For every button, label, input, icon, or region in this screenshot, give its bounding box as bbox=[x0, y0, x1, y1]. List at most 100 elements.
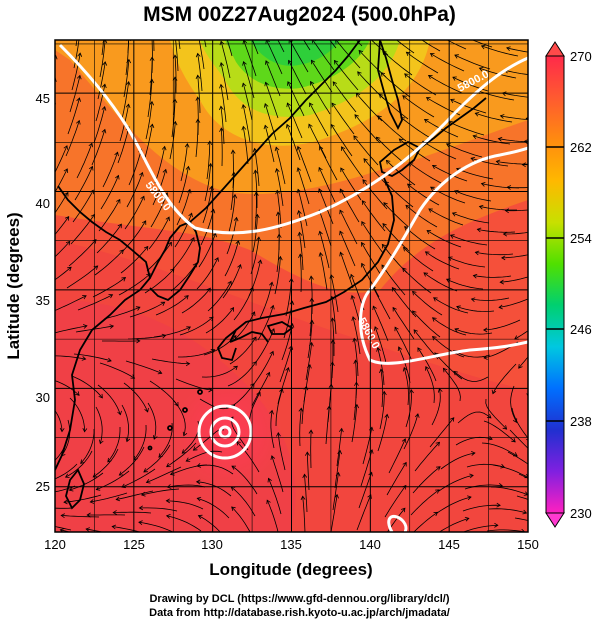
streamline-arrow bbox=[32, 452, 36, 456]
streamline-arrow bbox=[525, 117, 528, 121]
streamline bbox=[425, 251, 460, 270]
streamline-arrow bbox=[102, 61, 108, 66]
streamline bbox=[309, 298, 313, 337]
streamline-arrow bbox=[478, 204, 484, 210]
streamline-arrow bbox=[332, 81, 337, 86]
streamline bbox=[504, 69, 528, 75]
streamline bbox=[454, 190, 492, 202]
streamline bbox=[361, 242, 382, 276]
streamline bbox=[279, 345, 292, 383]
streamline bbox=[61, 515, 100, 518]
streamline-arrow bbox=[494, 522, 499, 528]
streamline-arrow bbox=[101, 106, 107, 111]
streamline bbox=[123, 382, 149, 413]
streamline-arrow bbox=[376, 347, 381, 352]
streamline bbox=[354, 114, 381, 144]
streamline-arrow bbox=[431, 165, 437, 170]
streamline bbox=[253, 351, 274, 385]
streamline-arrow bbox=[523, 139, 528, 145]
streamline bbox=[112, 526, 142, 532]
streamline-arrow bbox=[256, 236, 261, 241]
colorbar-tick-246: 246 bbox=[570, 322, 592, 337]
streamline-arrow bbox=[497, 136, 503, 142]
streamline bbox=[123, 59, 130, 98]
streamline bbox=[166, 500, 204, 510]
streamline bbox=[90, 492, 128, 503]
streamline-arrow bbox=[449, 417, 455, 422]
streamline bbox=[271, 455, 284, 493]
streamline-arrow bbox=[326, 405, 332, 411]
streamline-arrow bbox=[530, 71, 534, 75]
streamline bbox=[429, 417, 455, 448]
streamline-arrow bbox=[361, 200, 367, 205]
streamline-arrow bbox=[579, 474, 583, 478]
streamline bbox=[101, 40, 105, 56]
streamline bbox=[403, 247, 434, 272]
streamline-arrow bbox=[149, 100, 155, 106]
streamline bbox=[107, 427, 121, 463]
streamline bbox=[412, 310, 441, 338]
y-tick-labels: 25 30 35 40 45 bbox=[36, 91, 50, 494]
streamline bbox=[222, 264, 241, 299]
streamline bbox=[254, 192, 257, 231]
streamline-arrow bbox=[533, 453, 537, 457]
streamline-arrow bbox=[375, 136, 381, 142]
streamline-arrow bbox=[276, 432, 281, 437]
streamline-arrow bbox=[408, 162, 414, 167]
streamline bbox=[113, 511, 152, 514]
streamline-arrow bbox=[185, 165, 191, 171]
streamline-arrow bbox=[298, 253, 303, 258]
streamline bbox=[509, 429, 528, 449]
streamline bbox=[231, 416, 249, 451]
streamline bbox=[141, 488, 180, 496]
streamline-arrow bbox=[85, 527, 90, 532]
streamline bbox=[318, 209, 332, 247]
streamline-arrow bbox=[425, 97, 431, 102]
streamline bbox=[501, 254, 528, 259]
streamline bbox=[121, 468, 156, 488]
streamline bbox=[102, 152, 118, 188]
streamline bbox=[301, 386, 307, 425]
streamline-arrow bbox=[337, 449, 343, 455]
streamline-arrow bbox=[143, 468, 148, 473]
streamline bbox=[171, 99, 176, 138]
streamline bbox=[485, 398, 507, 430]
streamline bbox=[86, 528, 105, 532]
streamline bbox=[9, 444, 40, 462]
streamline-arrow bbox=[532, 212, 536, 216]
streamline bbox=[331, 296, 337, 335]
streamline-arrow bbox=[150, 13, 154, 17]
streamline bbox=[174, 55, 177, 93]
streamline bbox=[80, 429, 95, 464]
streamline bbox=[254, 170, 258, 208]
streamline-arrow bbox=[427, 74, 433, 80]
streamline-arrow bbox=[380, 72, 386, 77]
streamline bbox=[377, 115, 407, 142]
streamline bbox=[514, 330, 528, 340]
streamline bbox=[470, 157, 509, 167]
streamline bbox=[407, 183, 440, 206]
streamline bbox=[197, 53, 203, 92]
streamline bbox=[339, 188, 360, 223]
streamline bbox=[302, 496, 306, 532]
streamline bbox=[32, 422, 44, 456]
streamline-arrow bbox=[412, 310, 417, 315]
streamline-arrow bbox=[296, 209, 302, 215]
streamline-arrow bbox=[76, 74, 82, 80]
streamline bbox=[70, 214, 95, 245]
streamline bbox=[428, 75, 463, 94]
streamline-arrow bbox=[172, 98, 178, 103]
streamline-arrow bbox=[472, 273, 478, 279]
streamline bbox=[74, 166, 93, 201]
streamline bbox=[197, 75, 201, 114]
x-tick-140: 140 bbox=[359, 537, 381, 552]
streamline bbox=[139, 507, 178, 512]
streamline-arrow bbox=[63, 145, 68, 150]
streamline bbox=[126, 172, 143, 208]
streamline-arrow bbox=[114, 151, 119, 157]
streamline-arrow bbox=[594, 532, 598, 536]
y-axis-label: Latitude (degrees) bbox=[4, 212, 23, 359]
streamline-arrow bbox=[527, 287, 528, 288]
streamline bbox=[264, 103, 277, 141]
streamline-arrow bbox=[339, 230, 344, 236]
